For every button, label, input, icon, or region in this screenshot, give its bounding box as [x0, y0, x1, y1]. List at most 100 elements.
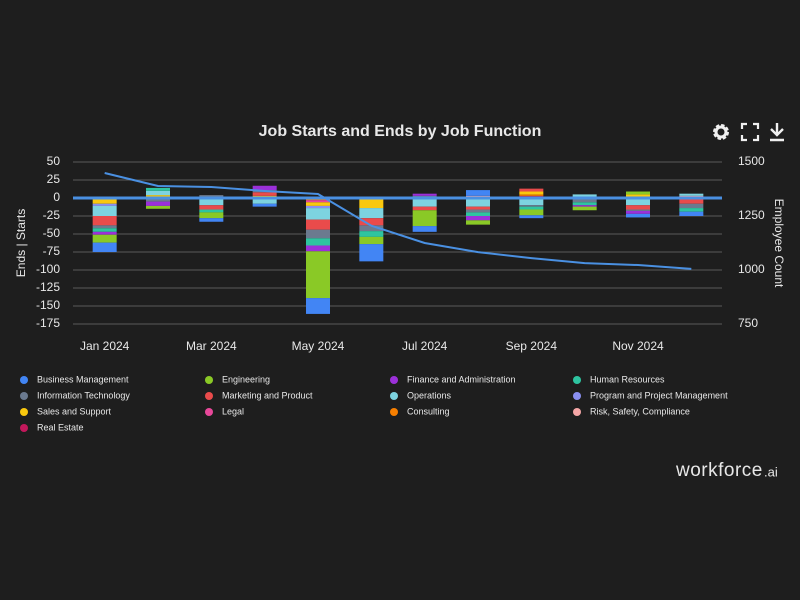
bar-segment: [412, 210, 437, 227]
bar-segment: [92, 242, 117, 252]
bar-segment: [359, 218, 384, 226]
bar-segment: [92, 216, 117, 226]
y-tick-label: -125: [36, 280, 60, 294]
bar-segment: [466, 206, 490, 210]
legend-marker: [573, 408, 581, 416]
bar-segment: [519, 209, 544, 216]
bar-segment: [146, 205, 170, 209]
bar-segment: [306, 208, 330, 220]
line-series: [104, 172, 692, 270]
x-tick-label: Nov 2024: [612, 339, 664, 353]
bar-segment: [92, 203, 117, 206]
legend-label: Information Technology: [37, 390, 130, 400]
bar-segment: [572, 194, 597, 198]
bar-segment: [679, 208, 704, 212]
bar-segment: [626, 209, 650, 211]
bar-segment: [519, 206, 544, 210]
legend-marker: [205, 408, 213, 416]
bar-segment: [466, 212, 490, 216]
bar-segment: [626, 210, 650, 214]
y-tick-label: 25: [47, 172, 61, 186]
bar-segment: [306, 205, 330, 209]
bar-segment: [359, 244, 384, 262]
x-tick-label: Mar 2024: [186, 339, 237, 353]
fullscreen-icon[interactable]: [740, 122, 760, 142]
bar-segment: [466, 209, 490, 213]
chart-title: Job Starts and Ends by Job Function: [259, 123, 542, 140]
bar-segment: [466, 216, 490, 221]
legend-marker: [20, 392, 28, 400]
legend-marker: [573, 392, 581, 400]
bar-segment: [626, 213, 650, 218]
legend-label: Marketing and Product: [222, 390, 313, 400]
brand-suffix: .ai: [764, 464, 778, 479]
legend-marker: [20, 408, 28, 416]
bar-segment: [92, 205, 117, 216]
legend-marker: [390, 408, 398, 416]
bar-segment: [519, 188, 544, 192]
bar-segment: [359, 199, 384, 209]
bar-segment: [252, 192, 277, 196]
bar-segment: [466, 220, 490, 225]
y2-tick-label: 1500: [738, 154, 765, 168]
y-tick-label: -75: [43, 244, 61, 258]
legend-label: Real Estate: [37, 422, 84, 432]
bar-segment: [679, 203, 704, 209]
bar-segment: [252, 203, 277, 207]
bar-segment: [199, 212, 224, 219]
bar-segment: [626, 194, 650, 198]
legend-label: Legal: [222, 406, 244, 416]
bar-segment: [359, 208, 384, 219]
legend-label: Program and Project Management: [590, 390, 728, 400]
legend-marker: [20, 376, 28, 384]
bar-segment: [306, 200, 330, 203]
bar-segment: [306, 229, 330, 239]
bar-segment: [412, 198, 437, 207]
bar-segment: [626, 198, 650, 206]
brand-name: workforce: [675, 460, 763, 481]
y-tick-label: 0: [53, 190, 60, 204]
bar-segment: [92, 228, 117, 232]
bar-segment: [92, 198, 117, 204]
bar-segment: [572, 202, 597, 206]
legend-label: Risk, Safety, Compliance: [590, 406, 690, 416]
legend-label: Consulting: [407, 406, 450, 416]
bar-segment: [146, 190, 170, 196]
bar-segment: [412, 193, 437, 196]
bar-segment: [519, 215, 544, 219]
bar-segment: [412, 226, 437, 232]
bar-segment: [572, 205, 597, 207]
bar-segment: [146, 198, 170, 202]
legend-label: Operations: [407, 390, 452, 400]
y-tick-label: 50: [47, 154, 61, 168]
bar-segment: [519, 205, 544, 207]
legend-marker: [205, 392, 213, 400]
bar-segment: [146, 187, 170, 191]
x-tick-label: Jul 2024: [402, 339, 448, 353]
toolbar: [713, 122, 784, 142]
download-icon[interactable]: [770, 123, 784, 142]
x-tick-label: Jan 2024: [80, 339, 130, 353]
bar-segment: [199, 209, 224, 213]
y2-tick-label: 750: [738, 316, 758, 330]
legend-marker: [205, 376, 213, 384]
y2-axis-title: Employee Count: [772, 199, 786, 288]
bar-segment: [306, 251, 330, 299]
bar-segment: [572, 198, 597, 203]
bar-segment: [359, 236, 384, 245]
x-tick-label: Sep 2024: [506, 339, 558, 353]
bar-segment: [359, 225, 384, 232]
bar-segment: [679, 198, 704, 204]
bar-segment: [252, 185, 277, 191]
legend-label: Finance and Administration: [407, 374, 516, 384]
bar-segment: [679, 193, 704, 196]
y-tick-label: -100: [36, 262, 60, 276]
legend-label: Sales and Support: [37, 406, 112, 416]
bar-segment: [306, 219, 330, 230]
bar-segment: [92, 234, 117, 243]
bar-segment: [199, 218, 224, 222]
legend-marker: [573, 376, 581, 384]
settings-icon[interactable]: [713, 124, 729, 140]
bar-segment: [466, 198, 490, 207]
